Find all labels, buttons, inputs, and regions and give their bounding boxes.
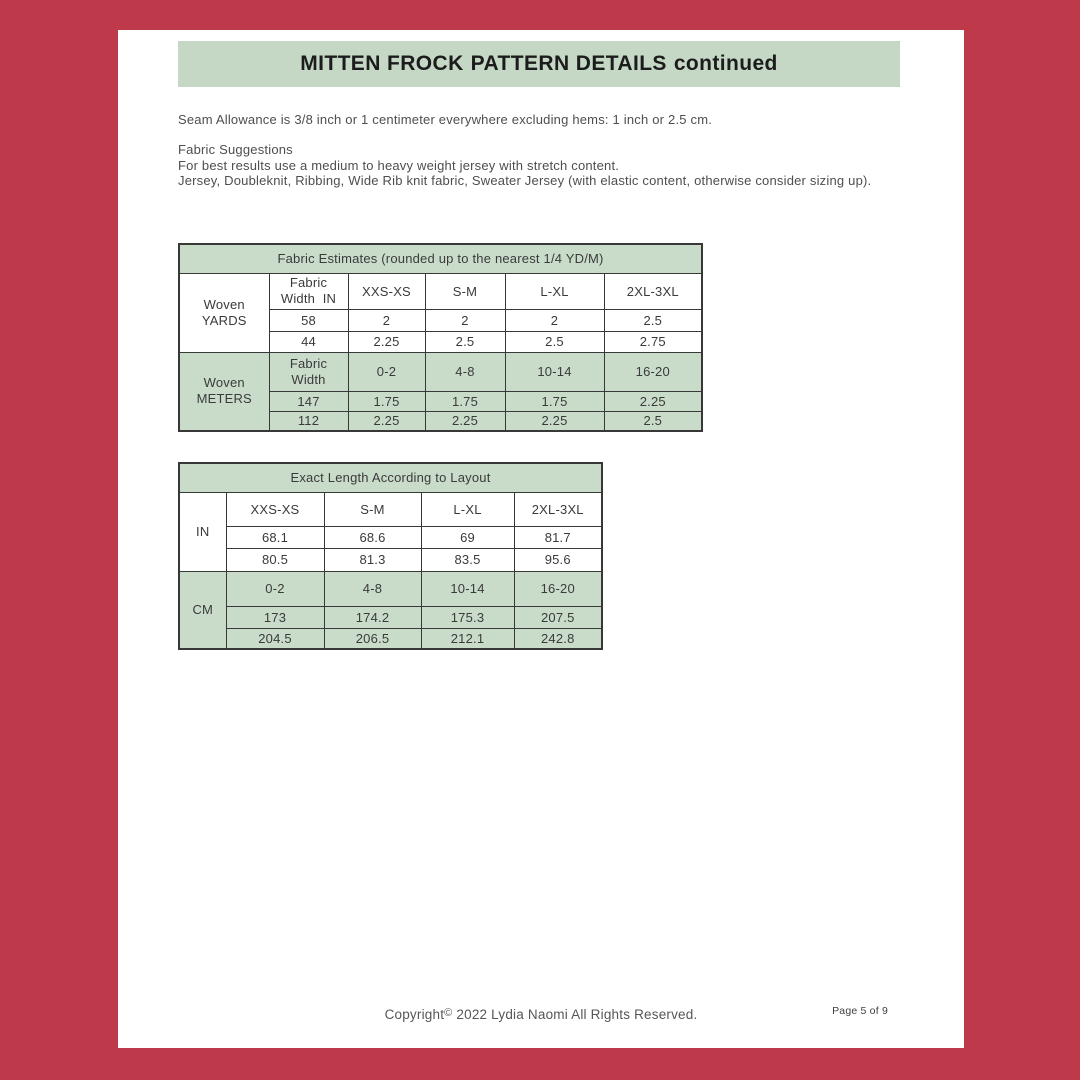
table-cell: 2.5: [504, 330, 605, 353]
column-header-s-m: S-M: [424, 272, 506, 310]
copyright-symbol: ©: [444, 1007, 453, 1019]
column-header-4-8: 4-8: [424, 351, 506, 392]
column-header-0-2: 0-2: [225, 570, 325, 607]
column-header-fabric-width-in: Fabric Width IN: [268, 272, 349, 310]
row-group-woven-yards: Woven YARDS: [178, 272, 270, 353]
table-row: 147 1.75 1.75 1.75 2.25: [179, 390, 703, 412]
table-cell: 44: [268, 330, 349, 353]
table-cell: 2.25: [603, 390, 703, 412]
page-title: MITTEN FROCK PATTERN DETAILS continued: [178, 41, 900, 87]
column-header-10-14: 10-14: [504, 351, 605, 392]
row-group-woven-meters: Woven METERS: [178, 351, 270, 432]
table-cell: 81.3: [323, 547, 422, 572]
table-cell: 95.6: [513, 547, 603, 572]
table-row: 173 174.2 175.3 207.5: [179, 605, 603, 629]
table-cell: 69: [420, 525, 515, 549]
column-header-16-20: 16-20: [603, 351, 703, 392]
column-header-l-xl: L-XL: [504, 272, 605, 310]
seam-allowance-note: Seam Allowance is 3/8 inch or 1 centimet…: [178, 112, 713, 127]
table-cell: 242.8: [513, 627, 603, 650]
column-header-xxs-xs: XXS-XS: [225, 491, 325, 527]
page-title-sub: PATTERN DETAILS: [470, 52, 667, 75]
page-title-continued: continued: [673, 52, 778, 75]
table-cell: 58: [268, 308, 349, 332]
fabric-suggestions-line1: For best results use a medium to heavy w…: [178, 157, 620, 173]
table-cell: 2.25: [504, 410, 605, 432]
column-header-10-14: 10-14: [420, 570, 515, 607]
column-header-s-m: S-M: [323, 491, 422, 527]
table-cell: 68.1: [225, 525, 325, 549]
exact-length-title: Exact Length According to Layout: [178, 462, 603, 493]
table-cell: 174.2: [323, 605, 422, 629]
table-row: 112 2.25 2.25 2.25 2.5: [179, 410, 703, 432]
table-cell: 2.5: [424, 330, 506, 353]
table-cell: 147: [268, 390, 349, 412]
table-cell: 81.7: [513, 525, 603, 549]
table-cell: 212.1: [420, 627, 515, 650]
column-header-2xl-3xl: 2XL-3XL: [603, 272, 703, 310]
table-cell: 207.5: [513, 605, 603, 629]
table-cell: 206.5: [323, 627, 422, 650]
table-cell: 2.75: [603, 330, 703, 353]
table-cell: 68.6: [323, 525, 422, 549]
table-cell: 204.5: [225, 627, 325, 650]
table-cell: 173: [225, 605, 325, 629]
table-cell: 2.5: [603, 410, 703, 432]
fabric-suggestions-line2: Jersey, Doubleknit, Ribbing, Wide Rib kn…: [178, 173, 872, 188]
fabric-suggestions-block: Fabric Suggestions For best results use …: [178, 142, 871, 189]
table-cell: 2.25: [347, 410, 426, 432]
row-group-cm: CM: [178, 570, 227, 650]
copyright-line: Copyright© 2022 Lydia Naomi All Rights R…: [118, 1007, 964, 1022]
table-cell: 175.3: [420, 605, 515, 629]
column-header-xxs-xs: XXS-XS: [347, 272, 426, 310]
fabric-estimates-title: Fabric Estimates (rounded up to the near…: [178, 243, 703, 274]
row-group-in: IN: [178, 491, 227, 572]
table-cell: 80.5: [225, 547, 325, 572]
table-cell: 83.5: [420, 547, 515, 572]
table-row: 68.1 68.6 69 81.7: [179, 525, 603, 549]
column-header-0-2: 0-2: [347, 351, 426, 392]
table-cell: 2: [504, 308, 605, 332]
table-cell: 112: [268, 410, 349, 432]
table-cell: 1.75: [347, 390, 426, 412]
table-cell: 1.75: [504, 390, 605, 412]
table-row: 204.5 206.5 212.1 242.8: [179, 627, 603, 650]
table-cell: 2.5: [603, 308, 703, 332]
column-header-4-8: 4-8: [323, 570, 422, 607]
exact-length-table: Exact Length According to Layout IN XXS-…: [178, 462, 603, 650]
column-header-l-xl: L-XL: [420, 491, 515, 527]
column-header-fabric-width: Fabric Width: [268, 351, 349, 392]
table-cell: 2: [347, 308, 426, 332]
document-page: MITTEN FROCK PATTERN DETAILS continued S…: [118, 30, 964, 1048]
table-row: 80.5 81.3 83.5 95.6: [179, 547, 603, 572]
table-cell: 2.25: [424, 410, 506, 432]
fabric-suggestions-heading: Fabric Suggestions: [178, 142, 293, 157]
table-cell: 1.75: [424, 390, 506, 412]
fabric-estimates-table: Fabric Estimates (rounded up to the near…: [178, 243, 704, 432]
table-cell: 2: [424, 308, 506, 332]
table-cell: 2.25: [347, 330, 426, 353]
page-title-main: MITTEN FROCK: [300, 52, 464, 75]
page-number: Page 5 of 9: [832, 1005, 888, 1017]
copyright-rest: 2022 Lydia Naomi All Rights Reserved.: [452, 1007, 698, 1022]
column-header-16-20: 16-20: [513, 570, 603, 607]
table-row: 58 2 2 2 2.5: [179, 308, 703, 332]
column-header-2xl-3xl: 2XL-3XL: [513, 491, 603, 527]
copyright-prefix: Copyright: [384, 1007, 445, 1022]
